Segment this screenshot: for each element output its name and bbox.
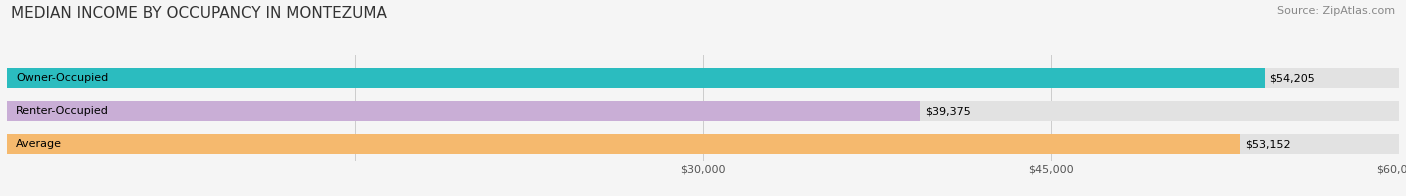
Text: Source: ZipAtlas.com: Source: ZipAtlas.com <box>1277 6 1395 16</box>
Text: Average: Average <box>17 139 62 149</box>
Text: Renter-Occupied: Renter-Occupied <box>17 106 110 116</box>
Bar <box>7 101 921 121</box>
Bar <box>7 134 1240 154</box>
Text: $39,375: $39,375 <box>925 106 972 116</box>
Text: $54,205: $54,205 <box>1270 73 1315 83</box>
Bar <box>7 101 1399 121</box>
Bar <box>7 134 1399 154</box>
Bar <box>7 68 1264 88</box>
Text: Owner-Occupied: Owner-Occupied <box>17 73 108 83</box>
Bar <box>7 68 1399 88</box>
Text: $53,152: $53,152 <box>1244 139 1291 149</box>
Text: MEDIAN INCOME BY OCCUPANCY IN MONTEZUMA: MEDIAN INCOME BY OCCUPANCY IN MONTEZUMA <box>11 6 387 21</box>
